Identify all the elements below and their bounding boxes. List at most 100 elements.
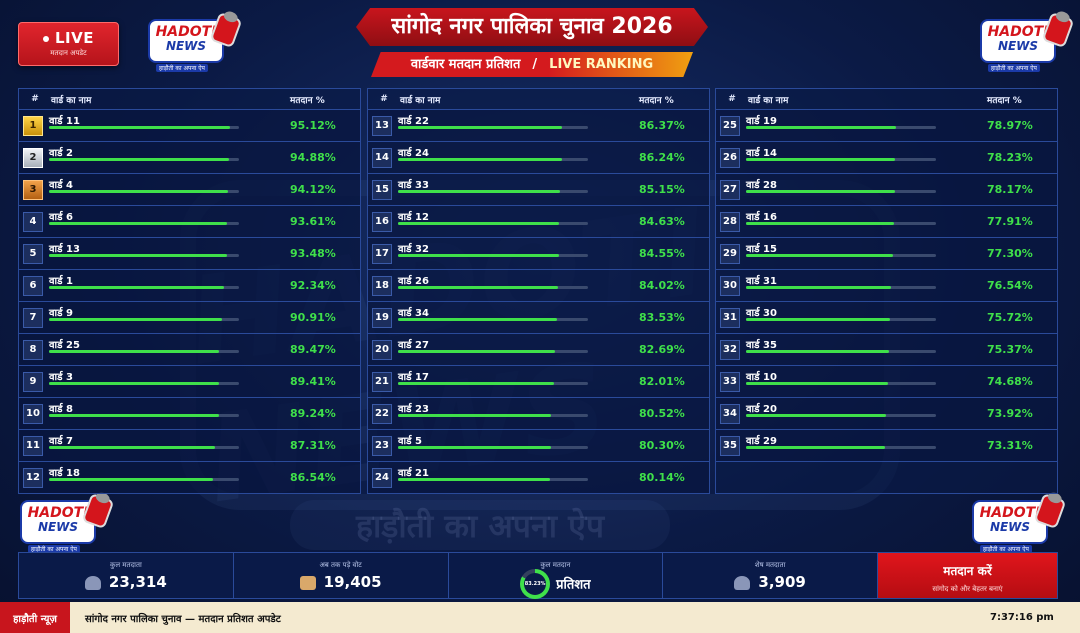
live-button[interactable]: LIVE मतदान अपडेट — [18, 22, 119, 66]
turnout-percent: 94.12% — [290, 183, 336, 196]
rank-badge: 2 — [23, 147, 43, 168]
header-ward-name: वार्ड का नाम — [748, 95, 789, 106]
turnout-bar-track — [746, 222, 936, 225]
turnout-percent: 89.47% — [290, 343, 336, 356]
ward-name: वार्ड 21 — [398, 468, 429, 479]
subtitle-right: LIVE RANKING — [549, 57, 654, 72]
turnout-percent: 92.34% — [290, 279, 336, 292]
ward-name: वार्ड 31 — [746, 276, 777, 287]
logo-top-right: HADOTI NEWS हाड़ौती का अपना ऐप — [980, 11, 1076, 72]
turnout-bar-fill — [49, 254, 227, 257]
turnout-bar-fill — [398, 478, 551, 481]
ward-name: वार्ड 13 — [49, 244, 80, 255]
stat-remaining: शेष मतदाता 3,909 — [663, 553, 878, 598]
ranking-row: 5 वार्ड 13 93.48% — [19, 238, 360, 270]
ranking-row: 1 वार्ड 11 95.12% — [19, 110, 360, 142]
turnout-percent: 84.55% — [639, 247, 685, 260]
ranking-row: 30 वार्ड 31 76.54% — [716, 270, 1057, 302]
logo-text-2: NEWS — [997, 39, 1039, 53]
rank-badge: 29 — [720, 243, 740, 264]
turnout-bar-fill — [398, 126, 563, 129]
logo-text-1: HADOTI — [27, 505, 89, 521]
turnout-bar-fill — [746, 414, 887, 417]
turnout-percent: 84.63% — [639, 215, 685, 228]
turnout-bar-track — [398, 286, 588, 289]
logo-text-1: HADOTI — [155, 24, 217, 40]
turnout-bar-fill — [398, 382, 554, 385]
header-turnout: मतदान % — [290, 95, 325, 106]
turnout-bar-fill — [49, 222, 227, 225]
ranking-row: 23 वार्ड 5 80.30% — [368, 430, 709, 462]
subtitle-separator: / — [532, 57, 538, 72]
turnout-bar-track — [746, 382, 936, 385]
turnout-percent: 86.37% — [639, 119, 685, 132]
watermark-tagline: हाड़ौती का अपना ऐप — [290, 500, 670, 550]
rank-badge: 13 — [372, 115, 392, 136]
turnout-bar-track — [398, 446, 588, 449]
rank-badge: 6 — [23, 275, 43, 296]
ticker-message: सांगोद नगर पालिका चुनाव — मतदान प्रतिशत … — [85, 613, 281, 625]
column-header: # वार्ड का नाम मतदान % — [19, 89, 360, 110]
ward-name: वार्ड 22 — [398, 116, 429, 127]
turnout-bar-track — [398, 382, 588, 385]
ranking-row: 34 वार्ड 20 73.92% — [716, 398, 1057, 430]
ward-name: वार्ड 32 — [398, 244, 429, 255]
ward-name: वार्ड 30 — [746, 308, 777, 319]
ranking-row: 18 वार्ड 26 84.02% — [368, 270, 709, 302]
turnout-percent: 83.53% — [639, 311, 685, 324]
turnout-percent: 84.02% — [639, 279, 685, 292]
rank-badge: 7 — [23, 307, 43, 328]
logo-bottom-left: HADOTI NEWS हाड़ौती का अपना ऐप — [20, 492, 116, 553]
ward-name: वार्ड 20 — [746, 404, 777, 415]
ballot-box-icon — [299, 575, 316, 590]
stat-value: 3,909 — [758, 573, 806, 591]
turnout-percent: 94.88% — [290, 151, 336, 164]
turnout-bar-track — [49, 350, 239, 353]
turnout-ring-value: 83.23% — [524, 573, 547, 595]
ranking-row: 2 वार्ड 2 94.88% — [19, 142, 360, 174]
stat-label: अब तक पड़े वोट — [319, 561, 362, 569]
turnout-bar-track — [49, 478, 239, 481]
ranking-row: 11 वार्ड 7 87.31% — [19, 430, 360, 462]
ward-name: वार्ड 17 — [398, 372, 429, 383]
turnout-bar-track — [746, 350, 936, 353]
turnout-bar-track — [746, 158, 936, 161]
live-label: LIVE — [55, 29, 94, 47]
turnout-bar-fill — [746, 222, 894, 225]
ward-name: वार्ड 6 — [49, 212, 73, 223]
rank-badge: 31 — [720, 307, 740, 328]
live-dot-icon — [43, 35, 49, 42]
vote-cta-button[interactable]: मतदान करें सांगोद को और बेहतर बनाएं — [878, 553, 1057, 598]
rank-badge: 24 — [372, 467, 392, 488]
turnout-percent: 73.31% — [987, 439, 1033, 452]
rank-badge: 28 — [720, 211, 740, 232]
logo-tagline: हाड़ौती का अपना ऐप — [988, 64, 1040, 72]
rank-badge: 22 — [372, 403, 392, 424]
header-rank: # — [31, 94, 39, 104]
header-rank: # — [380, 94, 388, 104]
logo-tagline: हाड़ौती का अपना ऐप — [28, 545, 80, 553]
turnout-bar-track — [398, 414, 588, 417]
stat-total-voters: कुल मतदाता 23,314 — [19, 553, 234, 598]
stat-label: कुल मतदान — [540, 561, 571, 569]
ward-name: वार्ड 3 — [49, 372, 73, 383]
turnout-percent: 76.54% — [987, 279, 1033, 292]
logo-text-2: NEWS — [989, 520, 1031, 534]
turnout-percent: 85.15% — [639, 183, 685, 196]
ranking-row: 17 वार्ड 32 84.55% — [368, 238, 709, 270]
users-icon — [734, 575, 751, 590]
cta-subtitle: सांगोद को और बेहतर बनाएं — [932, 585, 1003, 593]
ranking-row: 15 वार्ड 33 85.15% — [368, 174, 709, 206]
ranking-row: 16 वार्ड 12 84.63% — [368, 206, 709, 238]
turnout-percent: 82.69% — [639, 343, 685, 356]
turnout-percent: 93.61% — [290, 215, 336, 228]
ward-name: वार्ड 4 — [49, 180, 73, 191]
header-ward-name: वार्ड का नाम — [51, 95, 92, 106]
rank-badge: 3 — [23, 179, 43, 200]
turnout-percent: 80.30% — [639, 439, 685, 452]
ranking-column-1: # वार्ड का नाम मतदान % 1 वार्ड 11 95.12% 2 वार्… — [18, 88, 361, 494]
turnout-percent: 86.54% — [290, 471, 336, 484]
ward-name: वार्ड 23 — [398, 404, 429, 415]
ward-name: वार्ड 1 — [49, 276, 73, 287]
header-ward-name: वार्ड का नाम — [400, 95, 441, 106]
